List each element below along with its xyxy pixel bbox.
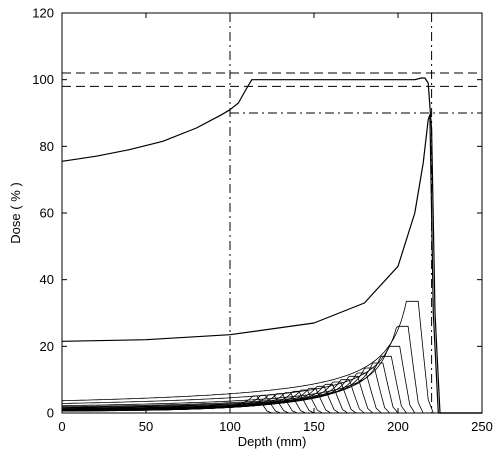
bragg-peak-curve-0 (62, 300, 482, 414)
series-line-0 (61, 77, 482, 414)
y-tick-label: 0 (47, 406, 54, 421)
y-tick-label: 120 (32, 6, 54, 21)
x-axis-title: Depth (mm) (238, 434, 307, 449)
x-tick-label: 0 (58, 419, 65, 434)
y-tick-label: 40 (40, 272, 54, 287)
x-tick-label: 100 (219, 419, 241, 434)
plot-content (61, 13, 482, 414)
series-line-1 (61, 114, 482, 414)
x-tick-label: 150 (303, 419, 325, 434)
y-tick-label: 80 (40, 139, 54, 154)
x-tick-label: 250 (471, 419, 493, 434)
bragg-peak-curve-1 (61, 325, 482, 414)
y-tick-label: 60 (40, 206, 54, 221)
ticks: 0 50 100 150 200 250 0 20 40 60 80 100 120 (32, 6, 493, 435)
y-axis-title: Dose ( % ) (8, 182, 23, 243)
bragg-peak-curve-19 (62, 395, 482, 414)
y-tick-label: 100 (32, 72, 54, 87)
x-tick-label: 50 (139, 419, 153, 434)
y-tick-label: 20 (40, 339, 54, 354)
x-tick-label: 200 (387, 419, 409, 434)
